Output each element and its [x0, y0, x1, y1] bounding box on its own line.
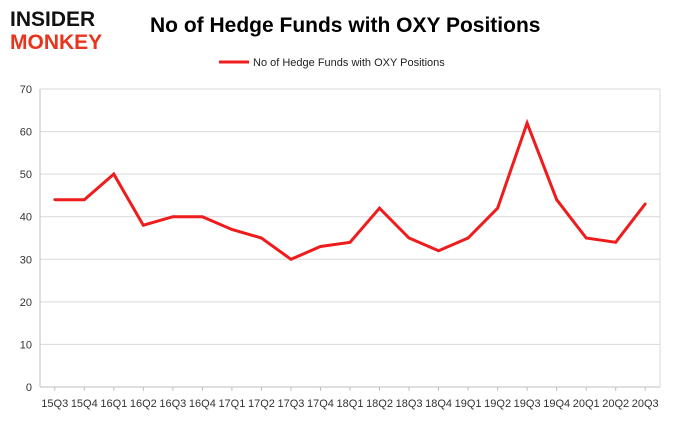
- data-point: [200, 215, 204, 219]
- logo-text-insider: INSIDER: [10, 8, 95, 31]
- y-tick-label: 10: [20, 339, 32, 351]
- x-tick-labels: 15Q3 15Q4 16Q1 16Q2 16Q3 16Q4 17Q1 17Q2 17Q3 17Q4…: [41, 387, 659, 410]
- y-tick-labels: 0 10 20 30 40 50 60 70: [20, 84, 32, 394]
- data-point: [496, 206, 500, 210]
- x-tick-label: 15Q3: [41, 398, 68, 410]
- data-point: [82, 198, 86, 202]
- x-tick-label: 19Q2: [484, 398, 511, 410]
- y-tick-label: 40: [20, 212, 32, 224]
- x-tick-label: 17Q1: [218, 398, 245, 410]
- x-tick-label: 16Q4: [189, 398, 216, 410]
- data-point: [230, 228, 234, 231]
- x-tick-label: 18Q2: [366, 398, 393, 410]
- x-tick-label: 20Q3: [632, 398, 659, 410]
- data-point: [112, 172, 116, 176]
- series-layer: [53, 118, 647, 262]
- y-tick-label: 60: [20, 127, 32, 139]
- data-point: [260, 236, 263, 240]
- data-point: [53, 198, 57, 202]
- data-point: [466, 236, 470, 240]
- x-tick-label: 15Q4: [71, 398, 98, 410]
- data-point: [407, 236, 411, 240]
- x-tick-label: 18Q3: [396, 398, 423, 410]
- chart-title: No of Hedge Funds with OXY Positions: [150, 14, 541, 37]
- x-tick-label: 19Q4: [543, 398, 570, 410]
- data-point: [643, 202, 647, 206]
- x-tick-label: 16Q1: [100, 398, 127, 410]
- axes: [39, 89, 661, 388]
- x-tick-label: 16Q3: [159, 398, 186, 410]
- x-tick-label: 19Q3: [514, 398, 541, 410]
- x-tick-label: 18Q4: [425, 398, 452, 410]
- x-tick-label: 20Q2: [602, 398, 629, 410]
- grid-lines: [40, 88, 660, 345]
- x-tick-label: 16Q2: [130, 398, 157, 410]
- data-point: [171, 215, 175, 219]
- x-tick-label: 18Q1: [337, 398, 364, 410]
- data-point: [289, 257, 293, 261]
- y-tick-label: 70: [20, 84, 32, 96]
- data-point: [525, 121, 529, 125]
- data-point: [141, 223, 145, 227]
- data-point: [555, 198, 559, 202]
- logo-text-monkey: MONKEY: [10, 31, 102, 52]
- y-tick-label: 0: [26, 382, 32, 394]
- legend-label: No of Hedge Funds with OXY Positions: [253, 57, 445, 69]
- insider-monkey-logo: INSIDER MONKEY: [10, 8, 102, 52]
- y-tick-label: 30: [20, 254, 32, 266]
- legend: No of Hedge Funds with OXY Positions: [219, 57, 445, 69]
- data-point: [437, 249, 440, 253]
- y-tick-label: 20: [20, 297, 32, 309]
- x-tick-label: 17Q4: [307, 398, 334, 410]
- x-tick-label: 17Q2: [248, 398, 275, 410]
- x-tick-label: 17Q3: [277, 398, 304, 410]
- data-point: [614, 240, 618, 244]
- data-point: [348, 240, 352, 244]
- data-point: [319, 245, 322, 248]
- x-tick-label: 19Q1: [455, 398, 482, 410]
- data-point: [584, 236, 588, 240]
- series-line: [54, 118, 647, 262]
- x-tick-label: 20Q1: [573, 398, 600, 410]
- y-tick-label: 50: [20, 169, 32, 181]
- data-point: [378, 206, 381, 210]
